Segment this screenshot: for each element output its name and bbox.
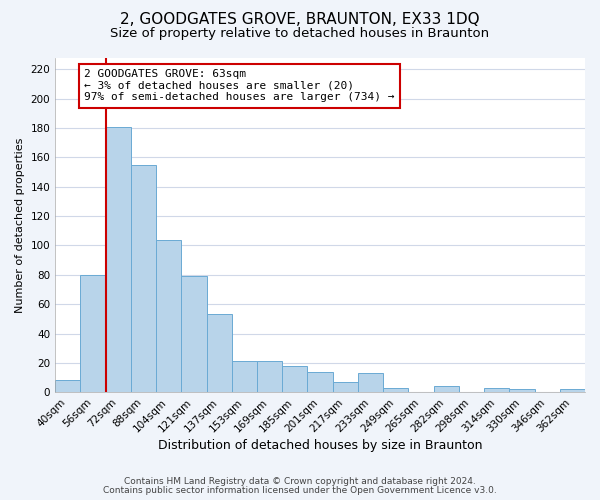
Text: 2, GOODGATES GROVE, BRAUNTON, EX33 1DQ: 2, GOODGATES GROVE, BRAUNTON, EX33 1DQ bbox=[120, 12, 480, 28]
Bar bbox=[156, 240, 181, 392]
Bar bbox=[206, 314, 232, 392]
Bar bbox=[434, 386, 459, 392]
Bar bbox=[484, 388, 509, 392]
X-axis label: Distribution of detached houses by size in Braunton: Distribution of detached houses by size … bbox=[158, 440, 482, 452]
Bar bbox=[181, 276, 206, 392]
Text: Size of property relative to detached houses in Braunton: Size of property relative to detached ho… bbox=[110, 28, 490, 40]
Bar bbox=[232, 362, 257, 392]
Text: Contains HM Land Registry data © Crown copyright and database right 2024.: Contains HM Land Registry data © Crown c… bbox=[124, 477, 476, 486]
Bar bbox=[55, 380, 80, 392]
Text: Contains public sector information licensed under the Open Government Licence v3: Contains public sector information licen… bbox=[103, 486, 497, 495]
Bar bbox=[332, 382, 358, 392]
Bar bbox=[106, 126, 131, 392]
Bar bbox=[80, 275, 106, 392]
Bar bbox=[383, 388, 409, 392]
Bar bbox=[257, 362, 282, 392]
Text: 2 GOODGATES GROVE: 63sqm
← 3% of detached houses are smaller (20)
97% of semi-de: 2 GOODGATES GROVE: 63sqm ← 3% of detache… bbox=[84, 69, 395, 102]
Y-axis label: Number of detached properties: Number of detached properties bbox=[15, 137, 25, 312]
Bar bbox=[509, 390, 535, 392]
Bar bbox=[307, 372, 332, 392]
Bar bbox=[131, 164, 156, 392]
Bar bbox=[560, 390, 585, 392]
Bar bbox=[282, 366, 307, 392]
Bar bbox=[358, 373, 383, 392]
